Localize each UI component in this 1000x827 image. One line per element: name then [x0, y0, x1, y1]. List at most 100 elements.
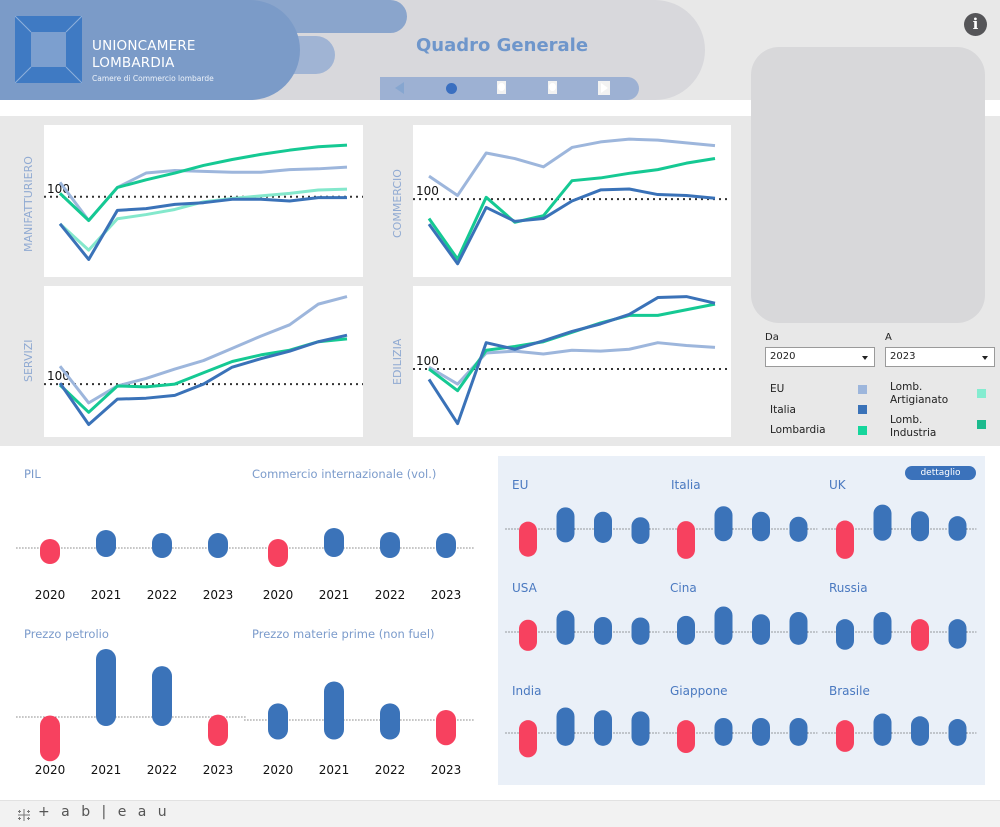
country-cina-range-2020[interactable] [677, 615, 695, 645]
country-india-range-2021[interactable] [556, 707, 575, 746]
series-line-italia[interactable] [58, 333, 348, 427]
prezzo-petrolio-range-2022[interactable] [152, 666, 172, 727]
prezzo-materie-prime-range-2021[interactable] [324, 681, 344, 740]
country-brasile-range-2021[interactable] [873, 713, 892, 746]
prezzo-petrolio-range-2020[interactable] [40, 715, 60, 762]
info-icon[interactable]: i [964, 13, 987, 36]
commercio-internazionale-range-2023[interactable] [436, 533, 456, 558]
legend-lombardia-label: Lombardia [770, 424, 826, 436]
series-line-eu[interactable] [58, 295, 348, 405]
unioncamere-logo-icon [15, 16, 82, 83]
country-italia-range-2021[interactable] [714, 506, 733, 542]
country-italia-range-2022[interactable] [752, 511, 770, 542]
country-giappone-range-2021[interactable] [714, 717, 733, 746]
country-eu-range-2021[interactable] [556, 507, 575, 543]
legend-eu-swatch[interactable] [858, 385, 867, 394]
commercio-internazionale-range-2020[interactable] [268, 539, 288, 567]
footer: + a b | e a u [0, 800, 1000, 827]
country-eu-range-2020[interactable] [519, 521, 537, 557]
legend-lomb-industria-swatch[interactable] [977, 420, 986, 429]
ylabel-servizi: SERVIZI [22, 339, 35, 382]
chart-edilizia: 100 [413, 286, 731, 437]
series-line-lombardia[interactable] [427, 157, 716, 261]
commercio-internazionale-range-2022[interactable] [380, 532, 400, 558]
country-italia-range-2020[interactable] [677, 521, 695, 559]
from-year-value: 2020 [770, 351, 796, 362]
commercio-internazionale-year-label: 2020 [263, 588, 294, 602]
to-year-select[interactable]: 2023 [885, 347, 995, 367]
country-giappone-range-2023[interactable] [789, 717, 808, 746]
legend-lomb-artigianato-swatch[interactable] [977, 389, 986, 398]
country-giappone-range-2020[interactable] [677, 720, 695, 753]
country-russia-range-2021[interactable] [873, 612, 892, 645]
series-line-italia[interactable] [58, 196, 347, 261]
country-usa-range-2023[interactable] [631, 617, 650, 645]
country-uk-range-2021[interactable] [873, 504, 892, 541]
legend-lombardia-swatch[interactable] [858, 426, 867, 435]
from-year-select[interactable]: 2020 [765, 347, 875, 367]
series-line-italia[interactable] [427, 295, 716, 426]
country-giappone-range-2022[interactable] [752, 717, 770, 746]
prezzo-petrolio-range-2021[interactable] [96, 649, 116, 727]
ylabel-edilizia: EDILIZIA [391, 338, 404, 385]
logo-name: UNIONCAMERE LOMBARDIA [92, 38, 196, 72]
pil-range-2020[interactable] [40, 539, 60, 564]
country-italia-range-2023[interactable] [789, 516, 808, 542]
line-chart-manifatturiero: 100 [44, 143, 363, 261]
prezzo-petrolio-year-label: 2020 [35, 763, 66, 777]
country-uk-range-2022[interactable] [911, 511, 929, 542]
series-line-lombardia[interactable] [428, 302, 716, 393]
pil-range-2022[interactable] [152, 533, 172, 558]
country-uk-range-2023[interactable] [948, 516, 967, 541]
country-usa-range-2020[interactable] [519, 619, 537, 651]
country-eu-range-2022[interactable] [594, 511, 612, 543]
country-russia-range-2022[interactable] [911, 619, 929, 651]
series-line-italia[interactable] [427, 187, 716, 266]
series-line-eu[interactable] [58, 165, 348, 222]
commercio-internazionale-range-2021[interactable] [324, 528, 344, 557]
country-india-range-2022[interactable] [594, 710, 612, 746]
legend-lomb-artigianato-label: Lomb. Artigianato [890, 381, 949, 406]
series-line-eu[interactable] [428, 341, 716, 386]
country-brasile-range-2022[interactable] [911, 716, 929, 746]
prezzo-materie-prime-range-2020[interactable] [268, 703, 288, 740]
country-russia-range-2020[interactable] [836, 619, 854, 650]
country-usa-range-2022[interactable] [594, 616, 612, 645]
pil-range-2023[interactable] [208, 533, 228, 558]
pil-range-2021[interactable] [96, 530, 116, 557]
country-cina-range-2021[interactable] [714, 606, 733, 645]
prezzo-materie-prime-year-label: 2021 [319, 763, 350, 777]
prezzo-materie-prime-range-2022[interactable] [380, 703, 400, 740]
country-brasile-range-2020[interactable] [836, 720, 854, 752]
logo-line-1: UNIONCAMERE [92, 38, 196, 54]
tableau-brand[interactable]: + a b | e a u [38, 804, 171, 820]
country-india-range-2020[interactable] [519, 720, 537, 758]
country-russia-range-2023[interactable] [948, 619, 967, 649]
nav-page-1-dot[interactable] [446, 83, 457, 94]
commercio-internazionale-title: Commercio internazionale (vol.) [252, 467, 437, 481]
pil-year-label: 2021 [91, 588, 122, 602]
nav-page-3-dot[interactable] [548, 81, 557, 94]
nav-next-icon[interactable] [598, 81, 610, 95]
country-india-range-2023[interactable] [631, 711, 650, 746]
prezzo-petrolio-year-label: 2021 [91, 763, 122, 777]
page-title: Quadro Generale [416, 35, 589, 56]
country-uk-range-2020[interactable] [836, 520, 854, 559]
country-usa-range-2021[interactable] [556, 610, 575, 645]
prezzo-petrolio-range-2023[interactable] [208, 714, 228, 746]
prezzo-materie-prime-range-2023[interactable] [436, 710, 456, 746]
series-line-lombardia[interactable] [58, 337, 348, 414]
country-title-india: India [512, 684, 542, 698]
series-line-lombardia[interactable] [58, 143, 348, 222]
nav-page-2-dot[interactable] [497, 81, 506, 94]
legend-eu-label: EU [770, 383, 785, 395]
legend-italia-swatch[interactable] [858, 405, 867, 414]
country-cina-range-2022[interactable] [752, 614, 770, 645]
series-line-eu[interactable] [428, 137, 716, 197]
detail-button[interactable]: dettaglio [905, 466, 976, 480]
country-cina-range-2023[interactable] [789, 612, 808, 645]
nav-prev-icon[interactable] [395, 82, 404, 94]
country-eu-range-2023[interactable] [631, 517, 650, 545]
from-label: Da [765, 332, 779, 343]
country-brasile-range-2023[interactable] [948, 719, 967, 746]
